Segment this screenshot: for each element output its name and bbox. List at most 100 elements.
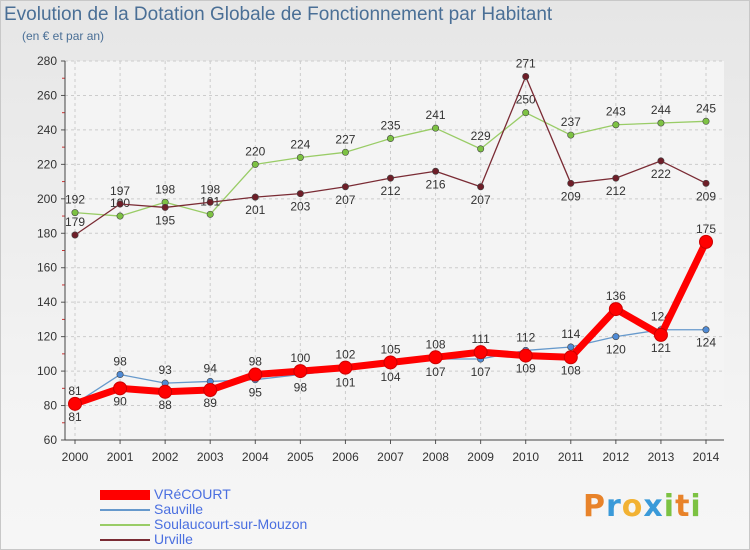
data-point <box>522 73 530 81</box>
data-point <box>341 183 349 191</box>
legend-swatch <box>100 524 150 526</box>
data-point <box>699 234 713 249</box>
data-label: 244 <box>651 103 671 117</box>
data-label: 98 <box>294 381 308 395</box>
data-label: 98 <box>249 355 263 369</box>
data-label: 81 <box>68 384 82 398</box>
data-point <box>71 231 79 239</box>
data-label: 90 <box>113 394 127 408</box>
data-label: 108 <box>561 363 581 377</box>
data-label: 250 <box>516 93 536 107</box>
x-tick-label: 2009 <box>467 450 494 464</box>
data-point <box>432 124 440 132</box>
data-label: 102 <box>335 348 355 362</box>
data-label: 94 <box>204 361 218 375</box>
data-label: 81 <box>68 410 82 424</box>
logo-letter: r <box>606 489 622 524</box>
legend-swatch <box>100 539 150 541</box>
legend-swatch <box>100 490 150 500</box>
x-tick-label: 2005 <box>287 450 314 464</box>
data-point <box>657 157 665 165</box>
data-label: 104 <box>380 370 400 384</box>
data-label: 136 <box>606 289 626 303</box>
y-tick-label: 160 <box>37 261 57 275</box>
data-label: 209 <box>696 189 716 203</box>
data-point <box>251 160 259 168</box>
data-label: 201 <box>245 203 265 217</box>
data-label: 192 <box>65 193 85 207</box>
y-tick-label: 140 <box>37 295 57 309</box>
data-label: 95 <box>249 386 263 400</box>
data-point <box>296 153 304 161</box>
data-label: 107 <box>471 365 491 379</box>
data-label: 224 <box>290 137 310 151</box>
data-label: 111 <box>472 332 491 346</box>
legend-label: Soulaucourt-sur-Mouzon <box>154 516 308 532</box>
data-point <box>567 131 575 139</box>
y-tick-label: 260 <box>37 88 57 102</box>
series: 81 90 88 89 98 100 102 105 108 111 109 108 136 121 175 <box>68 222 716 424</box>
data-label: 203 <box>290 200 310 214</box>
data-label: 245 <box>696 101 716 115</box>
data-point <box>612 174 620 182</box>
chart-title: Evolution de la Dotation Globale de Fonc… <box>4 4 553 25</box>
data-point <box>113 381 128 396</box>
data-point <box>386 135 394 143</box>
data-label: 105 <box>380 342 400 356</box>
data-label: 89 <box>204 396 218 410</box>
data-label: 108 <box>426 337 446 351</box>
chart-subtitle: (en € et par an) <box>22 29 105 43</box>
data-label: 121 <box>651 341 671 355</box>
data-label: 235 <box>380 119 400 133</box>
data-label: 222 <box>651 167 671 181</box>
data-label: 101 <box>335 375 355 389</box>
data-label: 198 <box>155 182 175 196</box>
data-point <box>657 119 665 127</box>
logo-letter: x <box>643 489 664 524</box>
y-tick-label: 220 <box>37 157 57 171</box>
data-label: 216 <box>426 177 446 191</box>
x-tick-label: 2002 <box>152 450 179 464</box>
data-label: 243 <box>606 105 626 119</box>
data-point <box>71 209 79 217</box>
data-point <box>567 343 575 351</box>
data-point <box>563 350 578 365</box>
data-point <box>251 193 259 201</box>
x-tick-label: 2014 <box>693 450 720 464</box>
data-point <box>203 383 218 398</box>
x-tick-label: 2004 <box>242 450 269 464</box>
data-label: 109 <box>516 362 536 376</box>
data-point <box>158 384 173 399</box>
data-point <box>161 203 169 211</box>
data-point <box>702 179 710 187</box>
data-point <box>68 396 82 411</box>
data-label: 229 <box>471 129 491 143</box>
data-point <box>522 109 530 117</box>
data-label: 93 <box>158 363 172 377</box>
data-point <box>473 345 488 360</box>
data-point <box>653 327 668 342</box>
logo-letter: t <box>675 489 691 524</box>
data-point <box>116 212 124 220</box>
data-label: 107 <box>426 365 446 379</box>
logo-letter: i <box>663 489 676 524</box>
data-point <box>206 210 214 218</box>
y-tick-label: 60 <box>44 433 58 447</box>
legend-label: VRéCOURT <box>154 486 231 502</box>
data-label: 112 <box>516 330 535 344</box>
x-tick-label: 2006 <box>332 450 359 464</box>
data-label: 241 <box>426 108 446 122</box>
data-point <box>702 326 710 334</box>
data-label: 100 <box>290 351 310 365</box>
series: 179 197 195 198 201 203 207 212 216 207 271 209 212 2… <box>65 57 716 239</box>
data-label: 98 <box>113 355 127 369</box>
data-point <box>567 179 575 187</box>
data-point <box>386 174 394 182</box>
data-point <box>338 360 353 375</box>
x-tick-label: 2010 <box>512 450 539 464</box>
data-label: 124 <box>696 336 716 350</box>
y-tick-label: 280 <box>37 54 57 68</box>
data-label: 207 <box>335 193 355 207</box>
data-label: 114 <box>561 327 580 341</box>
logo-letter: P <box>583 489 606 524</box>
